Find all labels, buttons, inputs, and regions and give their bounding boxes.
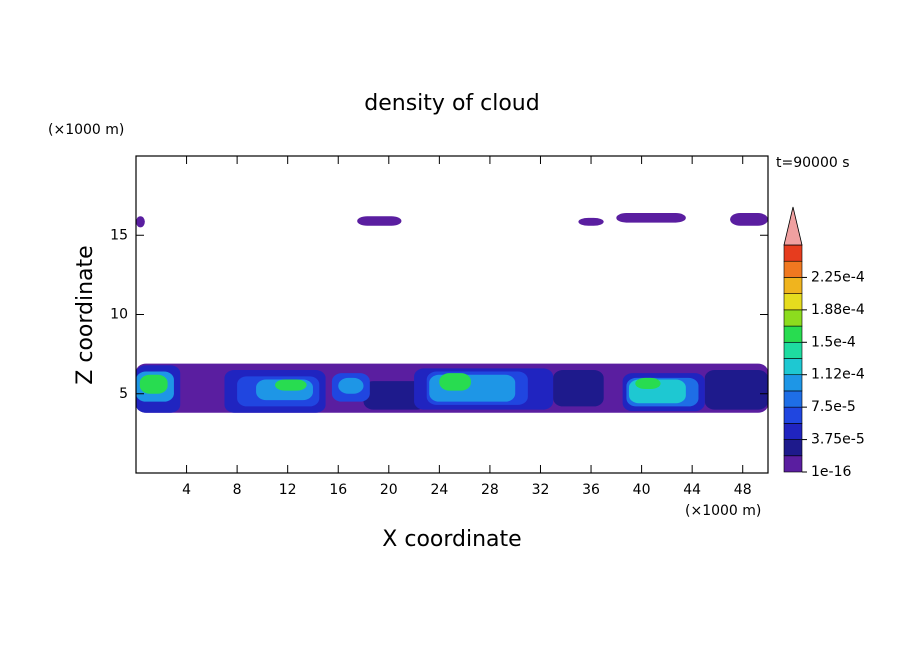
- colorbar-band: [783, 325, 803, 343]
- colorbar-band: [783, 406, 803, 424]
- colorbar-band: [783, 293, 803, 311]
- contour-cell: [139, 374, 168, 394]
- colorbar-band: [783, 423, 803, 440]
- colorbar-band: [783, 390, 803, 408]
- contour-cell: [136, 216, 145, 228]
- colorbar-band: [783, 277, 803, 294]
- colorbar-tick-label: 7.5e-5: [811, 399, 856, 415]
- contour-cell: [553, 369, 604, 407]
- contour-cell: [578, 217, 604, 226]
- contour-cell: [635, 377, 661, 389]
- colorbar-band: [783, 455, 803, 473]
- contour-cell: [357, 216, 402, 226]
- contour-cell: [363, 381, 427, 410]
- colorbar-band: [783, 309, 803, 327]
- x-tick-label: 36: [582, 482, 600, 498]
- colorbar-band: [783, 341, 803, 359]
- colorbar-tick-label: 1.5e-4: [811, 334, 856, 350]
- x-tick-label: 16: [329, 482, 347, 498]
- plot-frame: [135, 155, 769, 474]
- x-tick-label: 24: [430, 482, 448, 498]
- x-tick-label: 4: [182, 482, 191, 498]
- annotation: t=90000 s: [776, 155, 850, 171]
- colorbar-tick-label: 3.75e-5: [811, 432, 865, 448]
- y-tick-label: 10: [110, 307, 128, 323]
- y-tick-label: 15: [110, 227, 128, 243]
- x-axis-label: X coordinate: [382, 527, 521, 552]
- y-tick-label: 5: [119, 386, 128, 402]
- x-tick-label: 12: [279, 482, 297, 498]
- colorbar-tick-label: 1.12e-4: [811, 367, 865, 383]
- contour-cell: [275, 379, 307, 391]
- x-tick-label: 8: [233, 482, 242, 498]
- contour-cell: [338, 377, 364, 394]
- x-tick-label: 40: [633, 482, 651, 498]
- colorbar-band: [783, 358, 803, 376]
- chart-title: density of cloud: [364, 91, 539, 116]
- colorbar-extend: [783, 206, 803, 246]
- y-axis-label: Z coordinate: [73, 245, 98, 384]
- contour-cell: [439, 373, 471, 391]
- x-tick-label: 44: [683, 482, 701, 498]
- x-tick-label: 32: [532, 482, 550, 498]
- y-unit: (×1000 m): [48, 122, 124, 138]
- colorbar-tick-label: 1e-16: [811, 464, 851, 480]
- x-tick-label: 28: [481, 482, 499, 498]
- contour-cell: [730, 213, 768, 226]
- contour-cell: [616, 213, 686, 223]
- colorbar-band: [783, 244, 803, 262]
- colorbar-band: [783, 439, 803, 457]
- x-tick-label: 20: [380, 482, 398, 498]
- colorbar-tick-label: 1.88e-4: [811, 302, 865, 318]
- x-tick-label: 48: [734, 482, 752, 498]
- contour-cell: [704, 369, 768, 410]
- colorbar-band: [783, 260, 803, 278]
- colorbar-band: [783, 374, 803, 392]
- x-unit: (×1000 m): [685, 503, 761, 519]
- colorbar-tick-label: 2.25e-4: [811, 269, 865, 285]
